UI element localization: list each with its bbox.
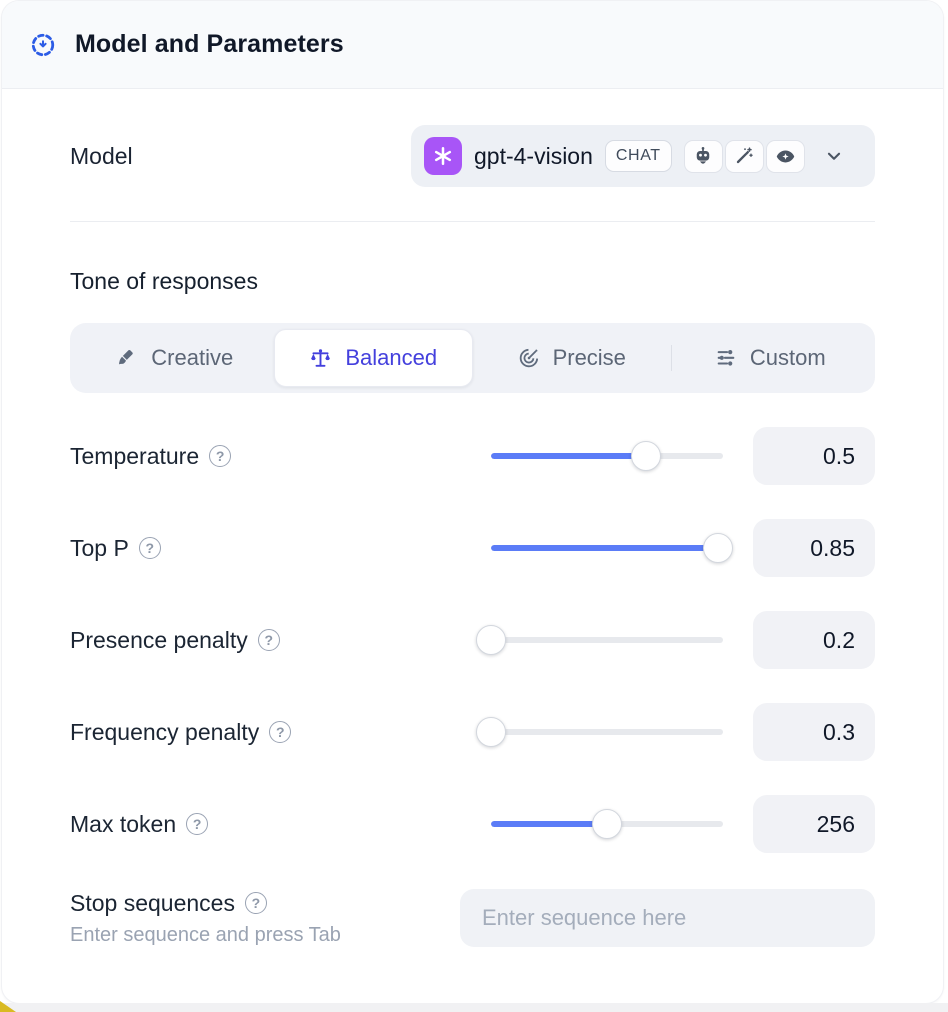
max-token-label: Max token xyxy=(70,810,177,837)
model-row: Model gpt-4-vision CHAT xyxy=(70,125,875,187)
tab-label: Precise xyxy=(552,345,626,370)
panel-title: Model and Parameters xyxy=(75,30,344,58)
tab-balanced[interactable]: Balanced xyxy=(273,329,473,387)
presence-penalty-row: Presence penalty ? 0.2 xyxy=(70,609,875,671)
balance-scale-icon xyxy=(309,347,332,370)
stop-sequences-row: Stop sequences ? Enter sequence and pres… xyxy=(70,889,875,947)
frequency-penalty-row: Frequency penalty ? 0.3 xyxy=(70,701,875,763)
max-token-value[interactable]: 256 xyxy=(753,795,875,853)
presence-penalty-label: Presence penalty xyxy=(70,626,248,653)
vision-eye-icon xyxy=(765,139,805,173)
top-p-slider[interactable] xyxy=(491,532,734,564)
top-p-row: Top P ? 0.85 xyxy=(70,517,875,579)
tab-label: Custom xyxy=(749,345,826,370)
top-p-value[interactable]: 0.85 xyxy=(753,519,875,577)
selected-model-name: gpt-4-vision xyxy=(474,142,593,169)
frequency-penalty-slider[interactable] xyxy=(476,716,723,748)
temperature-label: Temperature xyxy=(70,442,200,469)
slider-thumb[interactable] xyxy=(703,533,734,563)
max-token-slider[interactable] xyxy=(491,808,723,840)
target-icon xyxy=(518,347,540,369)
help-icon[interactable]: ? xyxy=(138,537,161,559)
max-token-row: Max token ? 256 xyxy=(70,793,875,855)
help-icon[interactable]: ? xyxy=(209,445,232,467)
drag-handle-circle-icon[interactable] xyxy=(30,32,56,58)
stop-sequences-label: Stop sequences xyxy=(70,889,235,916)
presence-penalty-slider[interactable] xyxy=(476,624,723,656)
frequency-penalty-label: Frequency penalty xyxy=(70,718,260,745)
panel-header: Model and Parameters xyxy=(2,1,943,89)
paintbrush-icon xyxy=(116,347,138,369)
temperature-value[interactable]: 0.5 xyxy=(753,427,875,485)
frequency-penalty-value[interactable]: 0.3 xyxy=(753,703,875,761)
presence-penalty-value[interactable]: 0.2 xyxy=(753,611,875,669)
help-icon[interactable]: ? xyxy=(186,813,209,835)
magic-wand-icon xyxy=(724,139,764,173)
section-divider xyxy=(70,221,875,222)
tab-label: Balanced xyxy=(345,345,438,370)
model-capability-badges xyxy=(683,139,805,173)
temperature-row: Temperature ? 0.5 xyxy=(70,425,875,487)
sliders-icon xyxy=(715,347,737,369)
stop-sequences-helper: Enter sequence and press Tab xyxy=(70,923,341,946)
slider-thumb[interactable] xyxy=(476,625,506,655)
tab-creative[interactable]: Creative xyxy=(76,329,274,387)
tab-label: Creative xyxy=(151,345,234,370)
page-background-strip xyxy=(0,1003,948,1012)
model-label: Model xyxy=(70,142,133,169)
tab-divider xyxy=(670,345,672,371)
openai-logo xyxy=(424,137,462,175)
robot-icon xyxy=(683,139,723,173)
tab-custom[interactable]: Custom xyxy=(672,329,870,387)
stop-sequences-input[interactable] xyxy=(460,889,875,947)
chevron-down-icon xyxy=(823,145,845,167)
top-p-label: Top P xyxy=(70,534,129,561)
help-icon[interactable]: ? xyxy=(269,721,292,743)
tone-tabs: Creative Balanced xyxy=(70,323,875,393)
tab-precise[interactable]: Precise xyxy=(473,329,671,387)
slider-thumb[interactable] xyxy=(631,441,662,471)
help-icon[interactable]: ? xyxy=(257,629,280,651)
model-select-dropdown[interactable]: gpt-4-vision CHAT xyxy=(411,125,875,187)
tone-heading: Tone of responses xyxy=(70,268,258,294)
help-icon[interactable]: ? xyxy=(244,892,267,914)
model-type-badge: CHAT xyxy=(604,140,672,172)
slider-thumb[interactable] xyxy=(476,717,506,747)
temperature-slider[interactable] xyxy=(491,440,723,472)
slider-thumb[interactable] xyxy=(592,809,622,839)
